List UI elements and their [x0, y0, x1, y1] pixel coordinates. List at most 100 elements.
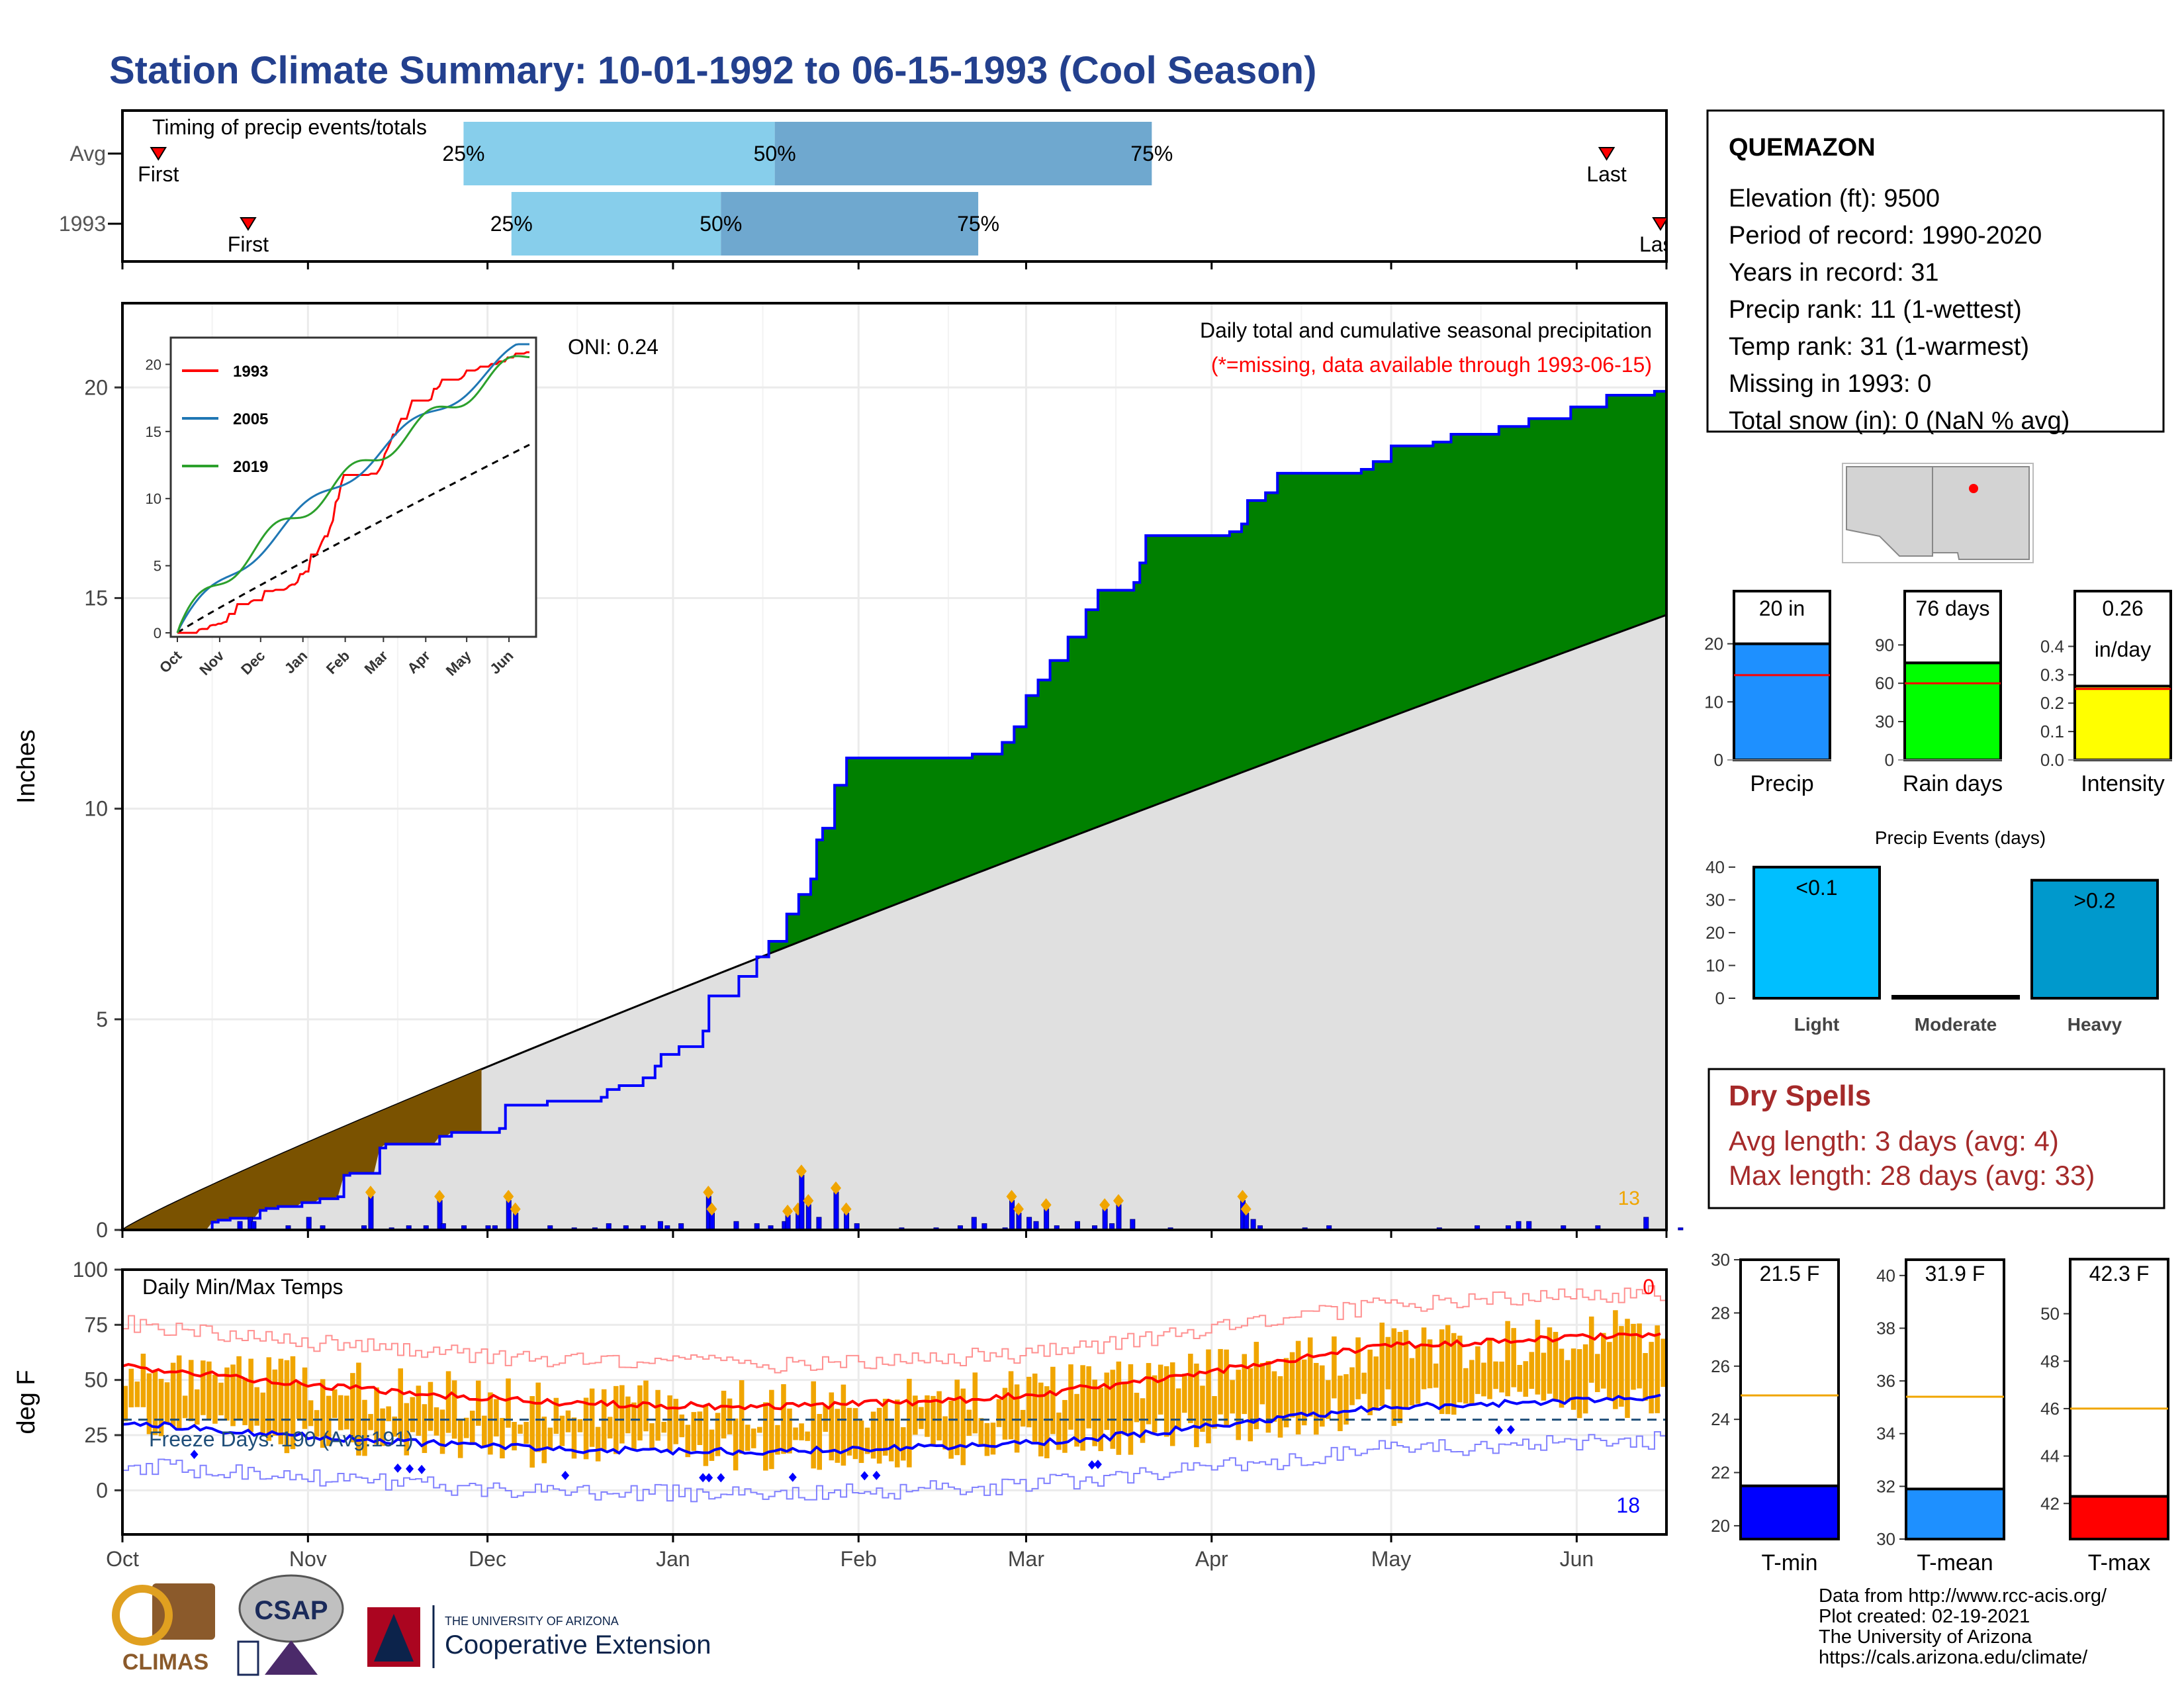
daily-temp-range-bar	[1547, 1327, 1553, 1394]
climas-logo-sun-icon	[112, 1585, 173, 1646]
cold-day-marker	[190, 1450, 199, 1460]
summary-value-label: 76 days	[1915, 596, 1989, 620]
tsum-value-label: 31.9 F	[1925, 1262, 1985, 1286]
daily-precip-bar	[1044, 1208, 1050, 1231]
daily-temp-range-bar	[1559, 1348, 1565, 1408]
daily-temp-range-bar	[721, 1390, 727, 1439]
daily-temp-range-bar	[1098, 1387, 1103, 1452]
daily-temp-range-bar	[895, 1399, 900, 1468]
daily-temp-range-bar	[745, 1425, 751, 1451]
timing-quantile-label: 75%	[957, 212, 999, 236]
daily-temp-range-bar	[925, 1395, 930, 1437]
daily-temp-range-bar	[236, 1356, 242, 1419]
tsum-value-label: 42.3 F	[2089, 1262, 2150, 1286]
heavy-precip-marker	[796, 1164, 807, 1178]
daily-temp-range-bar	[1445, 1325, 1451, 1415]
tsum-y-tick-label: 36	[1876, 1371, 1895, 1391]
summary-y-tick-label: 0.2	[2040, 693, 2064, 713]
daily-precip-bar	[1116, 1204, 1122, 1231]
daily-temp-range-bar	[1116, 1361, 1122, 1455]
daily-temp-range-bar	[1391, 1328, 1397, 1427]
daily-temp-range-bar	[140, 1353, 146, 1407]
daily-temp-range-bar	[661, 1421, 666, 1433]
daily-temp-range-bar	[1349, 1367, 1355, 1405]
daily-temp-range-bar	[433, 1407, 439, 1436]
daily-temp-range-bar	[919, 1407, 924, 1429]
daily-temp-range-bar	[1451, 1333, 1457, 1415]
daily-temp-range-bar	[625, 1396, 631, 1434]
daily-temp-range-bar	[960, 1388, 966, 1466]
daily-temp-range-bar	[416, 1385, 422, 1436]
daily-temp-range-bar	[1631, 1323, 1636, 1390]
events-y-tick-label: 10	[1706, 955, 1725, 975]
daily-temp-range-bar	[1056, 1412, 1062, 1450]
timing-quantile-label: 75%	[1130, 142, 1173, 165]
daily-temp-range-bar	[1338, 1376, 1343, 1431]
daily-temp-range-bar	[1487, 1338, 1492, 1399]
daily-temp-range-bar	[1601, 1333, 1606, 1389]
daily-precip-bar	[506, 1199, 512, 1231]
daily-temp-range-bar	[176, 1355, 182, 1429]
daily-temp-range-bar	[978, 1418, 984, 1445]
temp-y-axis-label: deg F	[13, 1370, 40, 1434]
daily-temp-range-bar	[1505, 1321, 1510, 1397]
daily-temp-range-bar	[1582, 1344, 1588, 1414]
daily-temp-range-bar	[984, 1423, 990, 1456]
daily-temp-range-bar	[817, 1414, 822, 1470]
daily-temp-range-bar	[1607, 1342, 1612, 1399]
footer-line: Data from http://www.rcc-acis.org/	[1819, 1585, 2107, 1607]
temp-x-tick-label: Nov	[289, 1547, 327, 1571]
heavy-precip-marker	[1013, 1202, 1024, 1216]
daily-temp-range-bar	[398, 1368, 404, 1440]
daily-precip-bar	[1009, 1199, 1015, 1231]
temp-annotation: Daily Min/Max Temps	[142, 1275, 343, 1299]
daily-temp-range-bar	[1242, 1354, 1248, 1415]
tsum-y-tick-label: 48	[2040, 1351, 2060, 1371]
daily-temp-range-bar	[948, 1400, 954, 1459]
daily-temp-range-bar	[1080, 1365, 1085, 1451]
daily-precip-bar	[1678, 1227, 1684, 1231]
daily-temp-range-bar	[242, 1378, 248, 1425]
daily-temp-range-bar	[1594, 1354, 1600, 1392]
daily-temp-range-bar	[512, 1421, 517, 1451]
footer-line: Plot created: 02-19-2021	[1819, 1606, 2030, 1627]
temp-y-tick-label: 25	[84, 1423, 108, 1447]
temp-x-tick-label: Jun	[1560, 1547, 1594, 1571]
daily-temp-range-bar	[901, 1427, 906, 1461]
heavy-precip-marker	[1040, 1198, 1052, 1212]
daily-temp-range-bar	[404, 1403, 410, 1456]
daily-temp-range-bar	[1541, 1352, 1547, 1401]
summary-value-unit: in/day	[2095, 637, 2151, 661]
tsum-value-label: 21.5 F	[1760, 1262, 1820, 1286]
summary-y-tick-label: 0.3	[2040, 665, 2064, 684]
summary-label-box	[1903, 590, 2002, 665]
avg-min-temp-line	[122, 1393, 1661, 1456]
cold-day-marker	[872, 1470, 881, 1480]
daily-precip-bar	[1026, 1217, 1032, 1231]
avg-max-temp-line	[122, 1332, 1661, 1411]
precip-y-tick-label: 10	[84, 797, 108, 821]
cold-day-marker	[561, 1470, 570, 1480]
daily-temp-range-bar	[882, 1399, 888, 1456]
station-info-line: Period of record: 1990-2020	[1729, 222, 2042, 250]
daily-temp-range-bar	[1128, 1364, 1134, 1455]
summary-label-box	[2073, 590, 2172, 688]
dry-spells-box: Dry Spells Avg length: 3 days (avg: 4) Max…	[1707, 1068, 2165, 1209]
daily-temp-range-bar	[1523, 1361, 1529, 1397]
daily-temp-range-bar	[703, 1405, 709, 1466]
daily-temp-range-bar	[757, 1427, 762, 1433]
first-event-marker	[240, 217, 257, 231]
daily-temp-range-bar	[691, 1412, 697, 1451]
daily-temp-range-bar	[535, 1382, 541, 1452]
daily-temp-range-bar	[805, 1431, 810, 1441]
daily-temp-range-bar	[1661, 1338, 1666, 1387]
daily-temp-range-bar	[362, 1399, 367, 1456]
daily-precip-bar	[833, 1192, 839, 1231]
timing-panel: Timing of precip events/totals Avg 25% 50% 7…	[59, 109, 1694, 269]
logos: CLIMAS CSAP THE UNIVERSITY OF ARIZONA Coope…	[112, 1574, 711, 1676]
daily-temp-range-bar	[278, 1358, 284, 1444]
daily-temp-range-bar	[494, 1399, 499, 1436]
tsum-y-tick-label: 22	[1711, 1463, 1730, 1483]
station-info-line: Precip rank: 11 (1-wettest)	[1729, 296, 2022, 324]
daily-temp-range-bar	[164, 1382, 170, 1425]
